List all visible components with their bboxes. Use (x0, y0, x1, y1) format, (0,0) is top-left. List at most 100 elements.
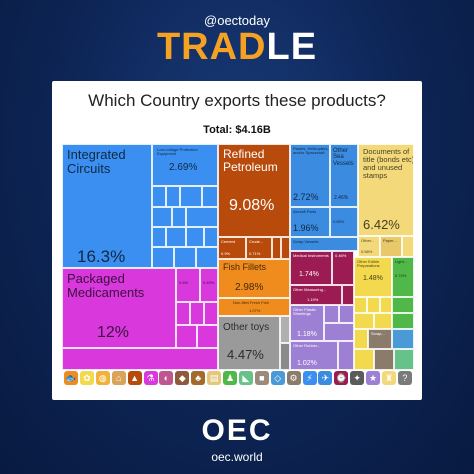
vegetable-icon[interactable]: ✿ (79, 371, 94, 385)
tile-chemicals-small[interactable] (190, 302, 204, 325)
tile-electronics-small[interactable] (174, 247, 196, 268)
tile-other-edible-preparations[interactable]: Other Edible Preparations 1.48% (354, 257, 392, 297)
tile-minerals-small[interactable] (281, 237, 290, 259)
tile-medical-instruments[interactable]: Medical Instruments 1.74% (290, 251, 332, 285)
tile-other-measuring[interactable]: Other Measuring... 1.19% (290, 285, 342, 305)
tile-scrap-vessels-row[interactable]: Scrap Vessels (290, 237, 358, 251)
tile-electronics-small[interactable] (204, 227, 218, 247)
tile-textiles-small[interactable] (392, 313, 414, 329)
tile-foodstuffs-small[interactable] (374, 313, 392, 329)
tile-chemicals-small[interactable] (204, 302, 218, 325)
tile-other-plastic-sheetings[interactable]: Other Plastic Sheetings 1.18% (290, 305, 324, 341)
tile-electronics-small[interactable] (186, 207, 218, 227)
tile-electronics-small[interactable] (172, 207, 186, 227)
tile-paper[interactable]: Paper... (380, 236, 402, 257)
tile-minerals-small[interactable] (272, 237, 281, 259)
tile-other-arts[interactable]: Other... 0.58% (358, 236, 380, 257)
metals-icon[interactable]: ⚙ (286, 371, 301, 385)
foodstuff-icon[interactable]: ⌂ (111, 371, 126, 385)
tile-instruments-small[interactable]: 0.46% (332, 251, 354, 285)
tile-metals-small[interactable] (392, 329, 414, 349)
tile-chemicals-small[interactable] (197, 325, 218, 348)
stone-icon[interactable]: ■ (254, 371, 269, 385)
miscellaneous-icon[interactable]: ★ (366, 371, 381, 385)
tile-metals-small[interactable] (374, 349, 394, 370)
hides-icon[interactable]: ◆ (175, 371, 190, 385)
tile-documents-of-title[interactable]: Documents of title (bonds etc) and unuse… (358, 144, 414, 236)
tile-foodstuffs-small[interactable] (367, 297, 380, 313)
tile-textiles-small[interactable] (392, 297, 414, 313)
tile-aircraft-parts[interactable]: Aircraft Parts 1.96% (290, 207, 330, 237)
tile-fish-fillets[interactable]: Fish Fillets 2.98% (218, 259, 290, 298)
tile-low-voltage-protection[interactable]: Low-voltage Protection Equipment 2.69% (152, 144, 218, 186)
tile-electronics-small[interactable] (186, 227, 204, 247)
tile-label: Medical Instruments (293, 253, 329, 258)
machines-icon[interactable]: ⚡ (302, 371, 317, 385)
tile-electronics-small[interactable] (152, 227, 166, 247)
weapons-icon[interactable]: ✦ (350, 371, 365, 385)
tile-chemicals-small-1[interactable]: 0.6% (176, 268, 200, 302)
tile-foodstuffs-small[interactable] (354, 329, 368, 349)
tile-value: 0.65% (333, 219, 345, 224)
chemicals-icon[interactable]: ⚗ (143, 371, 158, 385)
tile-instruments-small[interactable] (342, 285, 354, 305)
tile-scrap-vessels[interactable]: 0.65% (330, 207, 358, 237)
tile-electronics-small[interactable] (152, 207, 172, 227)
footwear-icon[interactable]: ◣ (238, 371, 253, 385)
tile-plastics-small[interactable] (338, 341, 354, 370)
tile-arts-small[interactable] (402, 236, 414, 257)
tile-electronics-small[interactable] (202, 186, 218, 207)
tile-packaged-medicaments[interactable]: Packaged Medicaments 12% (62, 268, 176, 348)
textiles-icon[interactable]: ♟ (223, 371, 237, 385)
plastics-icon[interactable]: ◐ (159, 371, 174, 385)
tile-plastics-small[interactable] (324, 305, 339, 323)
tile-plastics-small[interactable] (324, 323, 354, 341)
tile-other-sea-vessels[interactable]: Other Sea Vessels 2.46% (330, 144, 358, 207)
tile-scrap-metal[interactable]: Scrap... (368, 329, 392, 349)
unspecified-icon[interactable]: ? (397, 371, 412, 385)
tile-foodstuffs-small[interactable] (354, 313, 374, 329)
tile-other-toys[interactable]: Other toys 4.47% (218, 316, 280, 370)
tile-label: Other Plastic Sheetings (293, 307, 316, 317)
tile-label: Scrap... (371, 331, 385, 336)
tile-foodstuffs-small[interactable] (354, 349, 374, 370)
tile-refined-petroleum[interactable]: Refined Petroleum 9.08% (218, 144, 290, 237)
fats-icon[interactable]: ◍ (95, 371, 110, 385)
tile-light-veg[interactable]: Light... 0.74% (392, 257, 414, 297)
tile-electronics-small[interactable] (152, 247, 174, 268)
tile-electronics-small[interactable] (152, 186, 166, 207)
animal-icon[interactable]: 🐟 (64, 371, 78, 385)
tile-misc-small[interactable] (280, 316, 290, 343)
tile-value: 1.18% (297, 331, 317, 338)
tile-electronics-small[interactable] (166, 227, 186, 247)
tile-plastics-small[interactable] (339, 305, 354, 323)
tile-chemicals-small[interactable] (176, 325, 197, 348)
tile-non-fillet-fresh-fish[interactable]: Non-fillet Fresh Fish 1.07% (218, 298, 290, 316)
tile-misc-small[interactable] (280, 343, 290, 370)
arts-icon[interactable]: ♜ (382, 371, 396, 385)
tile-chemicals-small[interactable] (62, 348, 218, 370)
tile-chemicals-small-2[interactable]: 0.49% (200, 268, 218, 302)
tile-integrated-circuits[interactable]: Integrated Circuits 16.3% (62, 144, 152, 268)
tile-electronics-small[interactable] (166, 186, 180, 207)
tile-cement[interactable]: Cement 0.9% (218, 237, 246, 259)
paper-icon[interactable]: ▤ (207, 371, 222, 385)
minerals-icon[interactable]: ▲ (127, 371, 142, 385)
tile-electronics-small[interactable] (196, 247, 218, 268)
tile-chemicals-small[interactable] (176, 302, 190, 325)
tile-electronics-small[interactable] (180, 186, 202, 207)
tile-planes-helicopters[interactable]: Planes, Helicopters, and/or Spacecraft 2… (290, 144, 330, 207)
tile-label: Documents of title (bonds etc) and unuse… (363, 147, 414, 180)
tile-foodstuffs-small[interactable] (354, 297, 367, 313)
tile-label: Non-fillet Fresh Fish (233, 300, 269, 305)
tile-foodstuffs-small[interactable] (380, 297, 392, 313)
tile-other-rubber[interactable]: Other Rubber... 1.02% (290, 341, 338, 370)
transport-icon[interactable]: ✈ (318, 371, 333, 385)
precious-metals-icon[interactable]: ◇ (270, 371, 285, 385)
tile-value: 2.46% (334, 195, 349, 201)
wood-icon[interactable]: ♣ (191, 371, 206, 385)
site-link[interactable]: oec.world (211, 450, 263, 464)
instruments-icon[interactable]: ⌚ (334, 371, 349, 385)
tile-crude[interactable]: Crude... 0.71% (246, 237, 272, 259)
tile-textiles-small[interactable] (394, 349, 414, 370)
